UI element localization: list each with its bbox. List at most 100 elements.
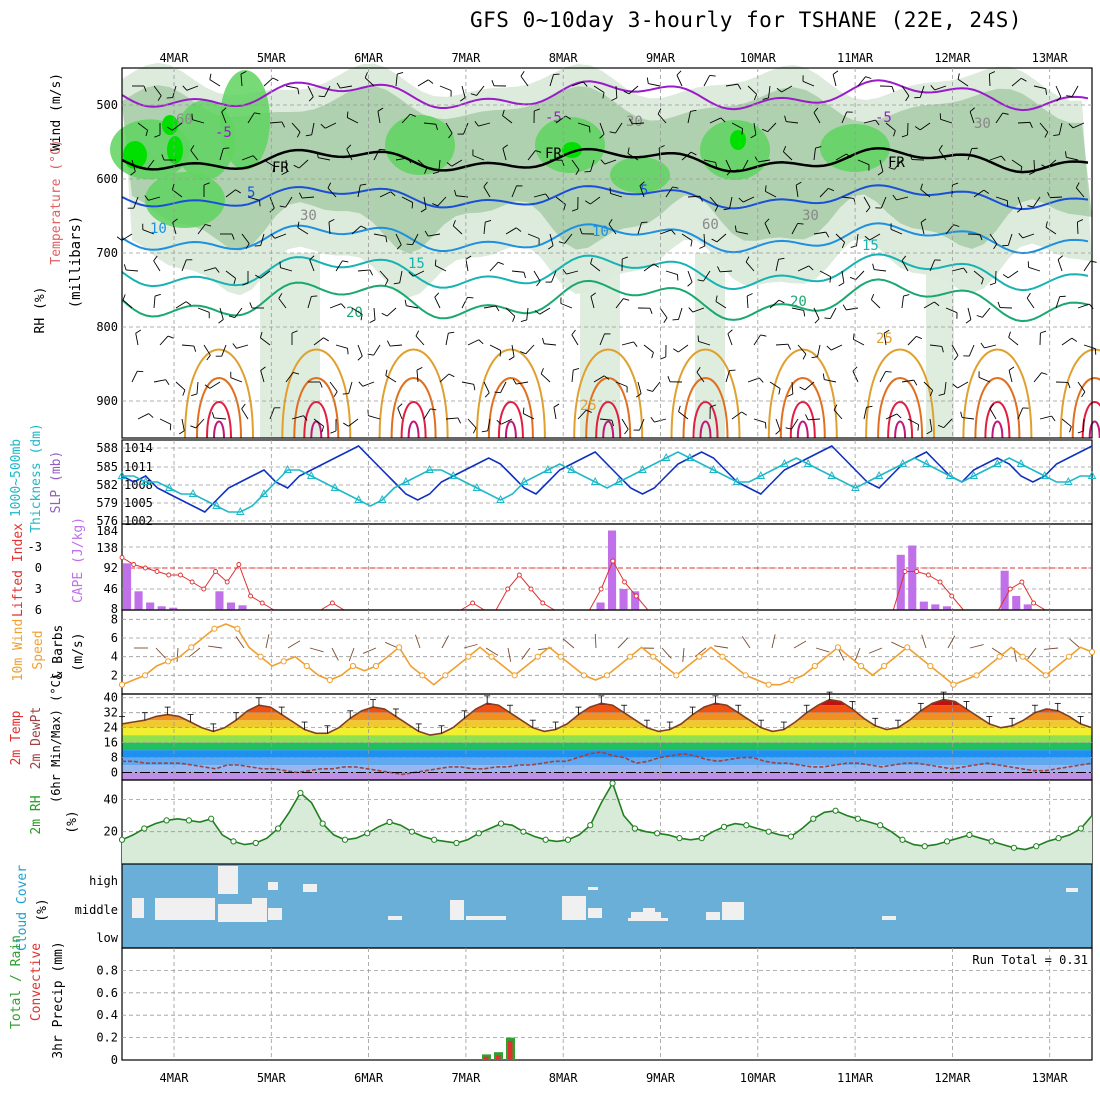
lifted-index-point xyxy=(190,580,194,584)
contour-label: 20 xyxy=(790,294,807,310)
precip-convective-bar xyxy=(484,1057,489,1060)
rh2m-point xyxy=(432,837,437,842)
y-tick-label: 500 xyxy=(96,98,118,112)
lifted-index-point xyxy=(541,601,545,605)
y-tick-label: 800 xyxy=(96,320,118,334)
y-tick-label-wind: 4 xyxy=(111,650,118,664)
wind-barb-flag xyxy=(412,202,413,208)
y-tick-label-li: -3 xyxy=(28,540,42,554)
lifted-index-point xyxy=(1020,580,1024,584)
wind10-point xyxy=(697,654,702,659)
temperature-band xyxy=(122,735,1092,742)
wind-barb-10m xyxy=(415,635,420,648)
wind-barb-flag xyxy=(407,244,413,245)
cape-bar xyxy=(620,589,628,610)
axis-label-millibars: (millibars) xyxy=(68,216,84,309)
wind-barb-10m xyxy=(855,648,860,661)
wind-barb-10m xyxy=(442,636,449,648)
lifted-index-point xyxy=(249,594,253,598)
rh2m-point xyxy=(699,836,704,841)
y-tick-label: 600 xyxy=(96,172,118,186)
contour-label: 30 xyxy=(300,208,317,224)
rh2m-point xyxy=(811,816,816,821)
lifted-index-point xyxy=(926,573,930,577)
wind-barb xyxy=(1077,222,1078,234)
y-tick-label-li: 3 xyxy=(35,582,42,596)
wind10-point xyxy=(951,682,956,687)
wind10-point xyxy=(119,682,124,687)
y-tick-label-precip: 0.8 xyxy=(96,963,118,977)
rh2m-point xyxy=(142,826,147,831)
wind10-point xyxy=(858,663,863,668)
wind-barb-10m xyxy=(869,648,882,653)
wind10-point xyxy=(905,645,910,650)
contour-label: -5 xyxy=(875,110,892,126)
cape-bar xyxy=(1024,604,1032,610)
wind10-point xyxy=(720,654,725,659)
y-tick-label-rh: 40 xyxy=(104,792,118,806)
cape-bar xyxy=(215,591,223,610)
rh-max-area xyxy=(730,130,746,150)
contour-label: 15 xyxy=(408,256,425,272)
wind10-point xyxy=(835,645,840,650)
temperature-band xyxy=(122,773,1092,780)
rh2m-point xyxy=(253,840,258,845)
wind10-point xyxy=(489,654,494,659)
wind-barb-flag xyxy=(495,392,501,393)
wind-barb-10m xyxy=(970,645,984,648)
x-tick-label-bottom: 12MAR xyxy=(934,1071,971,1085)
wind10-point xyxy=(789,677,794,682)
wind-barb-10m xyxy=(794,641,806,648)
wind10-point xyxy=(166,659,171,664)
wind10-point xyxy=(350,663,355,668)
rh2m-point xyxy=(922,844,927,849)
rh2m-point xyxy=(275,826,280,831)
y-tick-label-li: 6 xyxy=(35,603,42,617)
rh2m-point xyxy=(209,816,214,821)
wind10-point xyxy=(373,663,378,668)
wind-barb-flag xyxy=(167,98,173,99)
contour-label: 15 xyxy=(862,238,879,254)
axis-label-2m-dewpt: 2m DewPt xyxy=(29,707,44,770)
cloud-block xyxy=(562,896,586,920)
x-tick-label-bottom: 8MAR xyxy=(549,1071,579,1085)
wind-barb-flag xyxy=(280,262,281,268)
lifted-index-point xyxy=(167,573,171,577)
y-tick-label-temp: 16 xyxy=(104,736,118,750)
lifted-index-point xyxy=(517,573,521,577)
rh2m-area xyxy=(122,783,1092,864)
temperature-band xyxy=(122,728,1092,735)
cape-bar xyxy=(920,602,928,610)
rh2m-point xyxy=(454,840,459,845)
wind10-point xyxy=(882,663,887,668)
rh2m-point xyxy=(989,839,994,844)
rh2m-point xyxy=(632,826,637,831)
y-tick-label-precip: 0.6 xyxy=(96,986,118,1000)
lifted-index-point xyxy=(529,587,533,591)
contour-label: 60 xyxy=(702,217,719,233)
lifted-index-point xyxy=(237,563,241,567)
y-tick-label-rh: 20 xyxy=(104,825,118,839)
rh2m-point xyxy=(855,816,860,821)
axis-label-temperature: Temperature (°C) xyxy=(49,139,64,264)
cloud-block xyxy=(132,898,144,918)
lifted-index-point xyxy=(330,601,334,605)
contour-label: 30 xyxy=(626,114,643,130)
wind-barb xyxy=(1050,197,1062,198)
panel8-frame xyxy=(122,948,1092,1060)
lifted-index-point xyxy=(132,563,136,567)
y-tick-label-slp: 1005 xyxy=(124,496,153,510)
wind-barb-10m xyxy=(1044,648,1058,649)
rh2m-point xyxy=(744,823,749,828)
axis-label-1000-500mb: 1000~500mb xyxy=(9,439,24,517)
rh2m-point xyxy=(476,831,481,836)
y-tick-label-cape: 46 xyxy=(104,582,118,596)
cloud-block xyxy=(882,916,896,920)
lifted-index-point xyxy=(623,580,627,584)
rh2m-point xyxy=(298,790,303,795)
y-tick-label-cloud: middle xyxy=(75,903,118,917)
lifted-index-point xyxy=(471,601,475,605)
lifted-index-line xyxy=(122,558,1092,611)
wind-barb-flag xyxy=(379,149,385,150)
wind-barb-10m xyxy=(522,648,530,659)
